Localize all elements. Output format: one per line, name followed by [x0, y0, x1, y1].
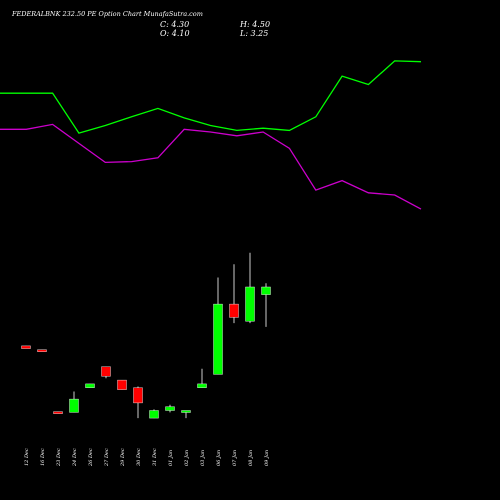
candle-6: [117, 379, 127, 390]
candle-15: [261, 283, 271, 327]
x-tick-label: 03 Jan: [200, 450, 206, 466]
candle-1: [37, 349, 47, 352]
candle-body: [149, 410, 159, 419]
high-value: H: 4.50: [239, 20, 270, 29]
candle-10: [181, 410, 191, 419]
x-tick-label: 30 Dec: [136, 448, 142, 466]
close-value: C: 4.30: [160, 20, 189, 29]
indicator-lines: [0, 60, 422, 210]
candle-12: [213, 277, 223, 375]
candle-3: [69, 391, 79, 413]
candle-body: [53, 411, 63, 414]
candle-body: [69, 398, 79, 413]
candle-9: [165, 404, 175, 413]
candle-8: [149, 409, 159, 419]
x-tick-label: 01 Jan: [168, 450, 174, 466]
candle-4: [85, 383, 95, 388]
x-tick-label: 24 Dec: [72, 448, 78, 467]
x-tick-label: 16 Dec: [40, 448, 46, 466]
upper-line: [0, 60, 422, 134]
x-tick-label: 26 Dec: [88, 448, 94, 467]
candle-0: [21, 345, 31, 349]
candle-7: [133, 386, 143, 419]
candle-13: [229, 264, 239, 324]
x-tick-label: 23 Dec: [56, 448, 62, 467]
candle-body: [21, 345, 31, 349]
candle-body: [229, 303, 239, 318]
open-value: O: 4.10: [160, 29, 190, 38]
x-tick-label: 12 Dec: [24, 448, 30, 466]
x-tick-label: 08 Jan: [248, 450, 254, 466]
x-tick-label: 31 Dec: [152, 448, 158, 466]
x-tick-label: 02 Jan: [184, 450, 190, 466]
candle-body: [133, 387, 143, 404]
candle-5: [101, 366, 111, 379]
candle-body: [37, 349, 47, 352]
low-value: L: 3.25: [239, 29, 268, 38]
candle-body: [245, 286, 255, 322]
candle-body: [101, 366, 111, 377]
x-tick-label: 27 Dec: [104, 448, 110, 467]
candle-body: [261, 286, 271, 295]
x-tick-label: 29 Dec: [120, 448, 126, 467]
candle-body: [85, 383, 95, 388]
candle-body: [181, 410, 191, 413]
candle-11: [197, 368, 207, 388]
candle-2: [53, 411, 63, 414]
x-tick-label: 07 Jan: [232, 450, 238, 466]
x-tick-label: 06 Jan: [216, 450, 222, 466]
candles: [21, 252, 271, 419]
candle-body: [165, 406, 175, 411]
candle-14: [245, 252, 255, 324]
candle-body: [117, 379, 127, 390]
chart-title: FEDERALBNK 232.50 PE Option Chart Munafa…: [11, 10, 203, 18]
candle-body: [213, 303, 223, 375]
x-tick-label: 09 Jan: [264, 450, 270, 466]
candle-body: [197, 383, 207, 388]
x-axis-labels: 12 Dec 16 Dec 23 Dec 24 Dec 26 Dec 27 Dec 29 D…: [24, 448, 270, 467]
lower-line: [0, 123, 422, 210]
